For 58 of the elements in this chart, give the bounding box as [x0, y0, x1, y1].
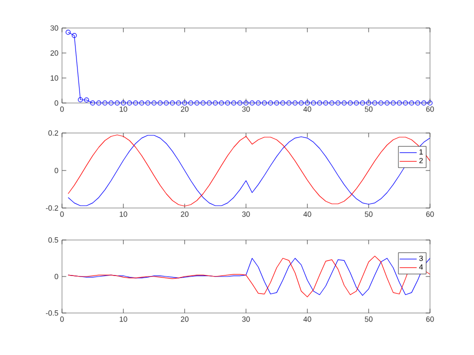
point [372, 100, 378, 106]
point [231, 100, 236, 106]
point [126, 100, 132, 106]
point [348, 100, 353, 106]
point [200, 100, 206, 106]
point [317, 100, 322, 106]
point [72, 33, 77, 38]
point [310, 100, 316, 106]
point [152, 100, 156, 106]
point [304, 100, 310, 106]
point [274, 100, 280, 106]
point [84, 98, 90, 102]
point [120, 100, 126, 106]
point [133, 100, 138, 106]
point [145, 100, 150, 106]
point [256, 100, 261, 106]
point [182, 100, 188, 106]
point [188, 100, 194, 106]
point [250, 100, 255, 106]
point [268, 100, 274, 106]
point [329, 100, 334, 106]
point [212, 100, 218, 106]
point [360, 100, 366, 106]
point [421, 100, 426, 106]
point [396, 100, 402, 106]
point [139, 100, 144, 106]
point [415, 100, 420, 106]
point [158, 100, 163, 106]
point [206, 100, 212, 106]
point [170, 100, 175, 106]
point [78, 97, 83, 102]
point [96, 100, 102, 106]
point [102, 100, 108, 106]
point [108, 100, 114, 106]
point [176, 100, 182, 106]
point [237, 100, 242, 106]
point [90, 100, 96, 106]
point [336, 100, 340, 106]
point [323, 100, 328, 106]
point [366, 100, 372, 106]
point [378, 100, 384, 106]
point [402, 100, 408, 106]
point [286, 100, 292, 106]
point [225, 100, 230, 106]
point [280, 100, 286, 106]
point [164, 100, 169, 106]
point [218, 100, 224, 106]
point [114, 100, 120, 106]
point [194, 100, 200, 106]
point [298, 100, 304, 106]
point [244, 100, 248, 106]
point [262, 100, 267, 106]
point [292, 100, 298, 106]
point [342, 100, 347, 106]
point [409, 100, 414, 106]
point [384, 100, 390, 106]
point [354, 100, 359, 106]
point [390, 100, 396, 106]
